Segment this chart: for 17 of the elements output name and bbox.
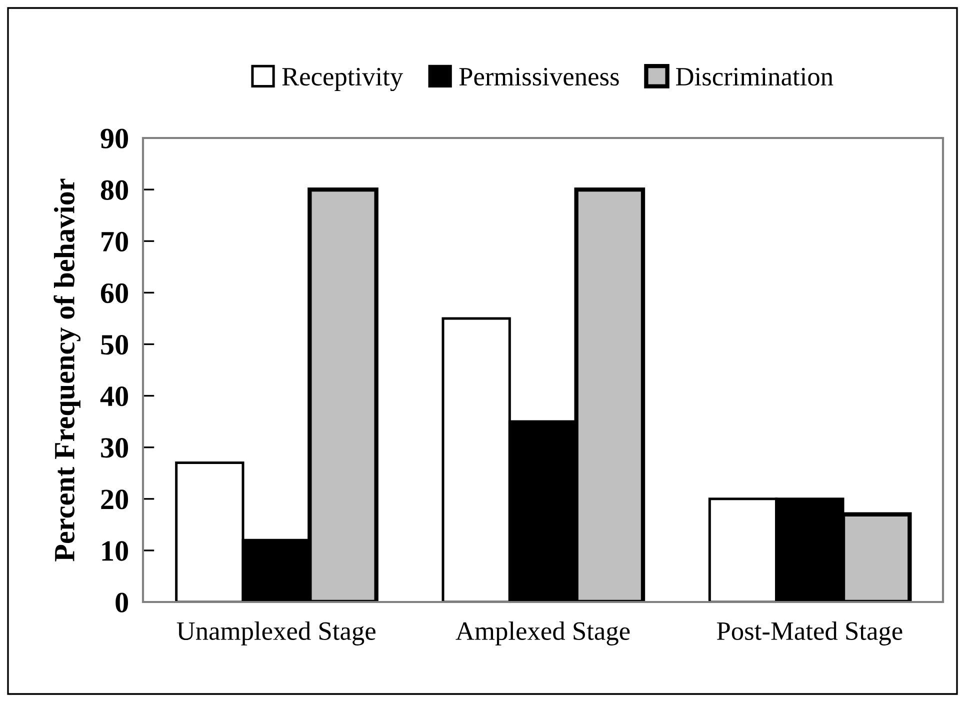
- y-tick-label: 70: [102, 232, 128, 252]
- x-tick-label: Amplexed Stage: [456, 621, 630, 646]
- y-tick-label: 90: [100, 128, 128, 148]
- y-tick-label: 60: [100, 283, 128, 304]
- y-tick-label: 20: [101, 490, 128, 510]
- y-tick-label: 30: [101, 438, 128, 458]
- legend-label: Discrimination: [676, 68, 834, 86]
- x-tick-label: Post-Mated Stage: [716, 621, 902, 646]
- legend-label: Receptivity: [282, 68, 404, 92]
- x-tick-label: Unamplexed Stage: [176, 621, 376, 646]
- y-tick-label: 0: [116, 592, 128, 612]
- y-tick-label: 40: [100, 386, 128, 406]
- legend-label: Permissiveness: [459, 68, 619, 86]
- y-tick-label: 80: [100, 180, 128, 200]
- y-tick-label: 10: [102, 541, 128, 561]
- y-tick-label: 50: [101, 334, 128, 355]
- y-axis-title: Percent Frequency of behavior: [54, 178, 80, 562]
